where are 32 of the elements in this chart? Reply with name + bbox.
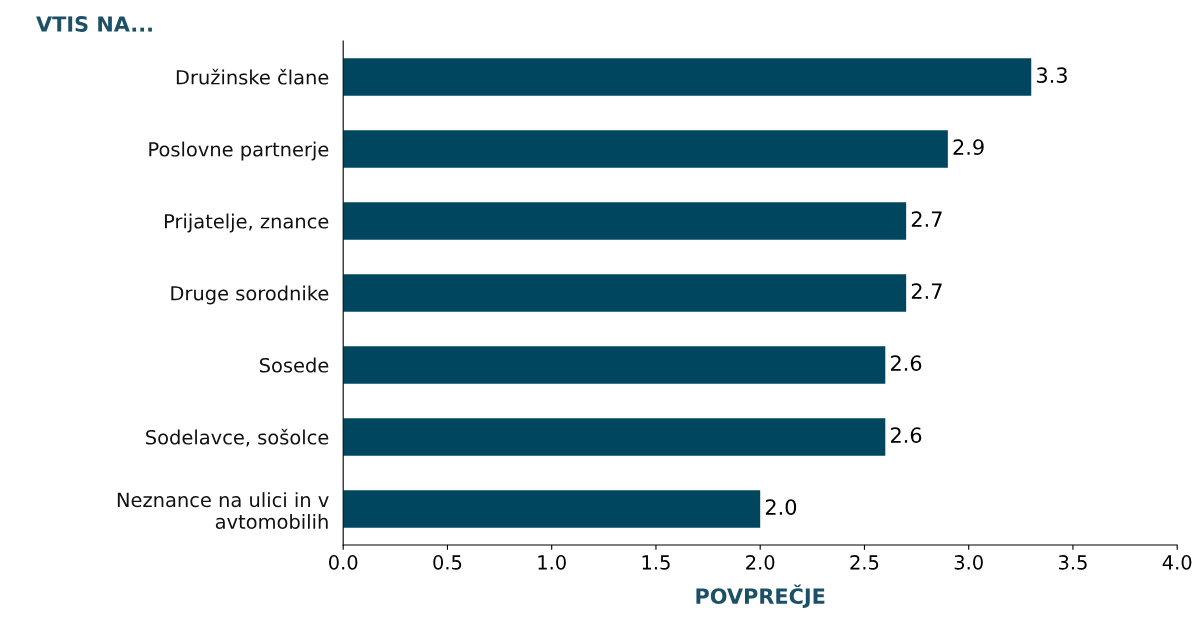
data-label: 2.6 [890,355,922,371]
y-tick-label: Neznance na ulici in v avtomobilih [117,492,329,529]
x-tick-label: 0.5 [433,555,462,570]
bar [343,202,907,240]
data-label: 2.0 [765,499,797,515]
data-label: 3.3 [1037,67,1067,83]
y-tick-label: Sosede [259,357,329,373]
y-tick-label: Sodelavce, sošolce [146,428,329,447]
y-tick-label: Druge sorodnike [171,285,329,305]
bar [343,418,886,456]
data-label: 2.7 [911,211,942,227]
x-tick-label: 3.0 [954,555,983,570]
bar [343,490,761,528]
x-tick-label: 2.5 [850,555,879,570]
x-axis-title: POVPREČJE [696,584,825,608]
x-tick-label: 2.0 [746,555,775,570]
bar [343,346,886,384]
x-tick-label: 1.0 [538,555,566,570]
y-tick-label: Prijatelje, znance [164,213,329,233]
bar [343,130,948,168]
bar [343,274,907,312]
x-tick-label: 4.0 [1162,555,1192,570]
y-tick-label: Poslovne partnerje [149,141,329,161]
text: VTIS NA... [36,16,152,32]
x-tick-label: 1.5 [642,555,670,570]
data-label: 2.9 [953,139,984,155]
data-label: 2.7 [911,283,942,299]
data-label: 2.6 [890,427,922,443]
bar [343,58,1032,96]
y-tick-label: Družinske člane [176,68,329,85]
x-tick-label: 3.5 [1058,555,1087,570]
x-tick-label: 0.0 [329,555,358,570]
